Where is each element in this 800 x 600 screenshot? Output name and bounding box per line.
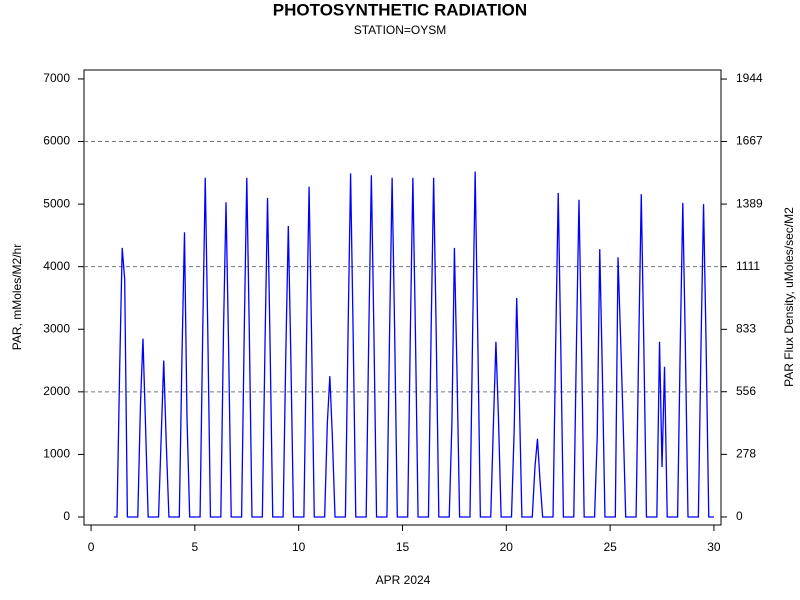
y2-tick-label: 0	[736, 509, 743, 523]
y2-tick-label: 556	[736, 384, 756, 398]
y-axis-label: PAR, mMoles/M2/hr	[10, 244, 24, 350]
data-line	[113, 171, 714, 518]
y2-tick-label: 278	[736, 447, 756, 461]
x-tick-label: 25	[603, 540, 617, 554]
y2-tick-label: 1667	[736, 134, 763, 148]
y-tick-label: 6000	[43, 134, 70, 148]
y2-tick-label: 1389	[736, 196, 763, 210]
x-tick-label: 10	[292, 540, 306, 554]
chart-title: PHOTOSYNTHETIC RADIATION	[273, 0, 527, 19]
x-tick-label: 0	[88, 540, 95, 554]
y-tick-label: 7000	[43, 71, 70, 85]
y2-axis-label: PAR Flux Density, uMoles/sec/M2	[782, 207, 796, 387]
x-axis-label: APR 2024	[376, 573, 431, 587]
y2-tick-label: 1944	[736, 71, 763, 85]
y-tick-label: 1000	[43, 447, 70, 461]
x-tick-label: 5	[192, 540, 199, 554]
x-tick-label: 30	[707, 540, 721, 554]
x-tick-label: 20	[500, 540, 514, 554]
y-tick-label: 2000	[43, 384, 70, 398]
y-tick-label: 0	[63, 509, 70, 523]
y-tick-label: 4000	[43, 259, 70, 273]
plot-frame	[83, 69, 722, 526]
chart-subtitle: STATION=OYSM	[354, 23, 447, 37]
x-tick-label: 15	[396, 540, 410, 554]
y2-tick-label: 1111	[736, 259, 760, 273]
y2-tick-label: 833	[736, 322, 756, 336]
y-tick-label: 5000	[43, 196, 70, 210]
y-tick-label: 3000	[43, 321, 70, 335]
